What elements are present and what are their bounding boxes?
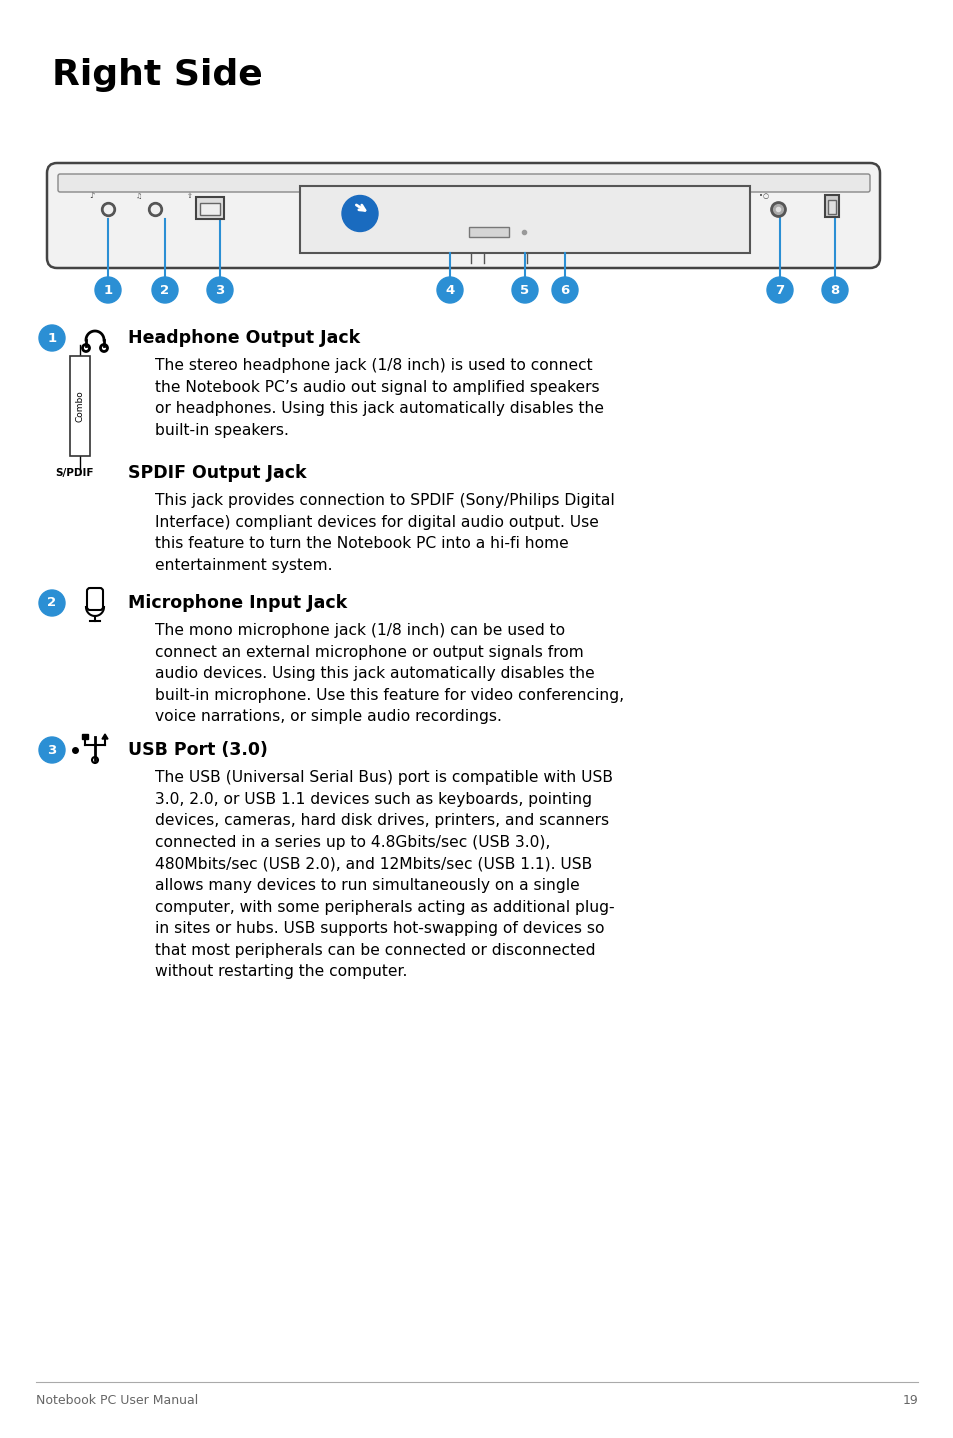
Text: Combo: Combo <box>75 390 85 421</box>
Bar <box>82 733 88 739</box>
Text: Right Side: Right Side <box>52 58 262 92</box>
Bar <box>827 200 835 214</box>
Bar <box>195 197 224 219</box>
Text: Microphone Input Jack: Microphone Input Jack <box>128 594 347 613</box>
Text: 1: 1 <box>103 283 112 296</box>
FancyBboxPatch shape <box>87 588 103 610</box>
Bar <box>469 227 509 237</box>
Polygon shape <box>102 733 108 739</box>
Circle shape <box>436 278 462 303</box>
Text: 1: 1 <box>48 332 56 345</box>
Text: The stereo headphone jack (1/8 inch) is used to connect
the Notebook PC’s audio : The stereo headphone jack (1/8 inch) is … <box>154 358 603 437</box>
Text: 19: 19 <box>902 1393 917 1406</box>
Circle shape <box>341 196 377 232</box>
Bar <box>299 186 749 253</box>
Text: The USB (Universal Serial Bus) port is compatible with USB
3.0, 2.0, or USB 1.1 : The USB (Universal Serial Bus) port is c… <box>154 769 614 979</box>
FancyBboxPatch shape <box>58 174 869 193</box>
Text: The mono microphone jack (1/8 inch) can be used to
connect an external microphon: The mono microphone jack (1/8 inch) can … <box>154 623 623 725</box>
Text: ⇧: ⇧ <box>187 193 193 198</box>
Text: 2: 2 <box>160 283 170 296</box>
Circle shape <box>766 278 792 303</box>
Bar <box>824 194 838 217</box>
Bar <box>200 203 220 214</box>
Text: 8: 8 <box>829 283 839 296</box>
Text: •○: •○ <box>759 193 768 198</box>
Text: S/PDIF: S/PDIF <box>55 467 93 477</box>
Text: 5: 5 <box>520 283 529 296</box>
Circle shape <box>152 278 178 303</box>
Text: 3: 3 <box>48 743 56 756</box>
Text: Notebook PC User Manual: Notebook PC User Manual <box>36 1393 198 1406</box>
Circle shape <box>821 278 847 303</box>
Text: 2: 2 <box>48 597 56 610</box>
Circle shape <box>39 738 65 764</box>
Text: 3: 3 <box>215 283 224 296</box>
Circle shape <box>512 278 537 303</box>
Text: 6: 6 <box>559 283 569 296</box>
Text: This jack provides connection to SPDIF (Sony/Philips Digital
Interface) complian: This jack provides connection to SPDIF (… <box>154 493 614 572</box>
Text: ♪: ♪ <box>90 191 94 200</box>
Circle shape <box>39 590 65 615</box>
Text: Headphone Output Jack: Headphone Output Jack <box>128 329 359 347</box>
Text: 7: 7 <box>775 283 783 296</box>
Text: ♫: ♫ <box>135 193 142 198</box>
Text: USB Port (3.0): USB Port (3.0) <box>128 741 268 759</box>
Circle shape <box>207 278 233 303</box>
Text: 4: 4 <box>445 283 455 296</box>
FancyBboxPatch shape <box>47 162 879 267</box>
Circle shape <box>95 278 121 303</box>
Text: SPDIF Output Jack: SPDIF Output Jack <box>128 464 306 482</box>
Circle shape <box>552 278 578 303</box>
Circle shape <box>39 325 65 351</box>
Bar <box>70 357 90 456</box>
